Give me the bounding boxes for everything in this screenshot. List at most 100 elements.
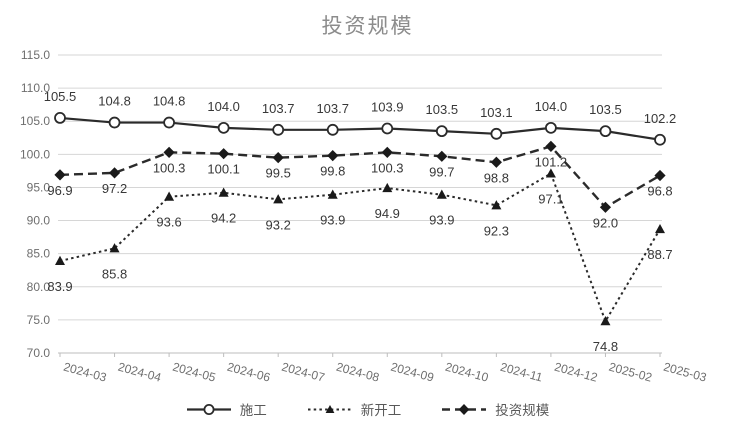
marker-diamond [163,146,175,158]
data-label: 93.9 [320,213,345,228]
marker-diamond [54,169,66,181]
data-label: 92.0 [593,215,618,230]
x-axis-tick-label: 2024-04 [116,360,162,385]
marker-diamond [272,152,284,164]
data-label: 99.7 [429,164,454,179]
x-axis-tick-label: 2024-07 [280,360,326,385]
data-label: 103.9 [371,100,404,115]
data-label: 92.3 [484,223,509,238]
legend-label-construction: 施工 [239,403,267,418]
data-label: 96.9 [47,183,72,198]
data-label: 103.5 [426,102,459,117]
data-label: 97.2 [102,181,127,196]
data-label: 101.2 [535,154,568,169]
data-label: 94.9 [375,206,400,221]
marker-circle [272,123,285,136]
data-label: 99.5 [266,166,291,181]
legend-item-new-starts: 新开工 [307,399,402,419]
x-axis-tick-label: 2024-08 [335,360,381,385]
marker-circle [599,125,612,138]
marker-circle [654,133,666,146]
data-label: 83.9 [47,279,72,294]
data-label: 100.3 [371,160,404,175]
x-axis-tick-label: 2024-05 [171,360,217,385]
y-axis-tick-label: 90.0 [27,214,51,228]
series-line-1 [59,172,661,324]
legend: 施工 新开工 投资规模 [0,399,735,419]
data-label: 88.7 [647,247,672,262]
y-axis-tick-label: 70.0 [27,346,51,360]
x-axis-tick-label: 2024-12 [553,360,599,385]
y-axis-tick-label: 80.0 [27,280,51,294]
marker-diamond [381,146,393,158]
marker-triangle [273,194,284,204]
marker-triangle [545,168,556,178]
data-label: 94.2 [211,211,236,226]
marker-circle [435,125,448,138]
chart-title: 投资规模 [321,15,414,38]
x-axis-tick-label: 2024-06 [226,360,272,385]
marker-diamond [108,167,121,179]
marker-triangle [164,191,175,201]
dotted-line-triangle-marker-icon [307,404,352,413]
marker-triangle [382,182,393,193]
data-label: 99.8 [320,164,345,179]
legend-label-new-starts: 新开工 [360,403,402,418]
data-label: 97.1 [538,192,563,207]
marker-triangle [436,189,447,199]
plot-area: 115.0 110.0 105.0 100.0 95.0 90.0 85.0 80.0 75.0… [20,48,708,385]
marker-circle [108,116,121,129]
y-axis-tick-label: 115.0 [21,48,50,62]
x-axis-tick-label: 2024-03 [62,360,108,385]
marker-triangle [600,316,611,326]
marker-diamond [436,150,448,162]
marker-diamond [327,150,339,162]
y-axis-tick-label: 75.0 [27,313,51,327]
solid-line-circle-marker-icon [186,403,231,415]
x-axis-tick-label: 2024-10 [444,360,490,385]
data-label: 104.8 [98,94,131,109]
legend-item-investment-scale: 投资规模 [441,399,549,419]
data-label: 103.7 [316,101,349,116]
x-axis-tick-label: 2024-11 [499,360,545,385]
x-axis-tick-label: 2025-02 [607,360,653,385]
legend-item-construction: 施工 [186,399,267,419]
marker-triangle [491,200,502,210]
marker-diamond [490,156,502,168]
legend-label-investment-scale: 投资规模 [495,403,550,418]
y-axis-tick-label: 110.0 [21,81,50,95]
y-axis-tick-label: 95.0 [27,180,51,194]
marker-diamond [654,169,666,182]
marker-circle [54,112,66,124]
marker-triangle [109,243,120,253]
marker-diamond [545,140,557,152]
series-line-2 [59,145,661,209]
data-label: 93.6 [156,215,181,230]
marker-triangle [327,189,338,199]
data-label: 104.8 [153,94,186,109]
data-label: 100.1 [207,162,240,177]
dashed-line-diamond-marker-icon [442,403,487,415]
y-axis-tick-label: 100.0 [20,147,50,161]
data-label: 103.7 [262,101,295,116]
y-axis-tick-label: 105.0 [20,114,50,128]
y-axis-tick-label: 85.0 [27,247,51,261]
data-label: 103.5 [589,102,622,117]
marker-circle [163,116,175,129]
data-label: 93.9 [429,213,454,228]
marker-triangle [218,187,229,197]
data-label: 100.3 [153,160,186,175]
marker-circle [217,121,230,134]
marker-circle [490,127,503,140]
marker-circle [381,122,394,135]
marker-triangle [55,255,65,265]
data-label: 104.0 [207,99,240,114]
series-line-0 [59,116,661,141]
data-label: 74.8 [593,339,618,354]
x-axis-tick-label: 2025-03 [662,360,708,385]
data-label: 105.5 [44,89,77,104]
data-label: 104.0 [535,99,568,114]
marker-diamond [599,201,612,213]
marker-triangle [655,223,665,234]
